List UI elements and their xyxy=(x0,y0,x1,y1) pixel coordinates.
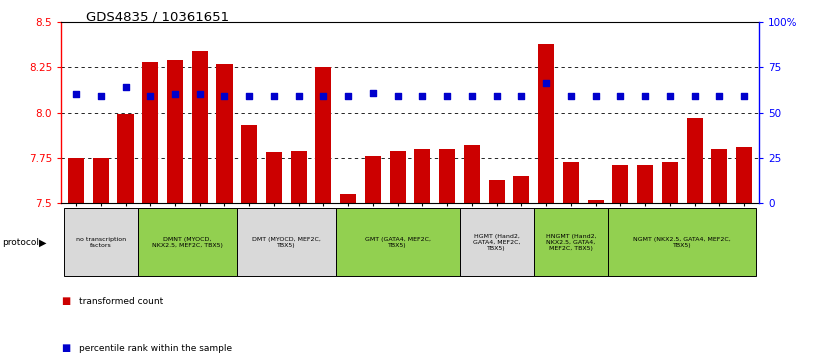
Point xyxy=(515,93,528,99)
Text: GMT (GATA4, MEF2C,
TBX5): GMT (GATA4, MEF2C, TBX5) xyxy=(365,237,431,248)
Point xyxy=(465,93,478,99)
Bar xyxy=(340,194,357,203)
Point xyxy=(738,93,751,99)
Bar xyxy=(290,151,307,203)
Point xyxy=(95,93,108,99)
Bar xyxy=(459,208,534,276)
Bar xyxy=(662,162,678,203)
Bar xyxy=(489,180,504,203)
Point xyxy=(268,93,281,99)
Bar xyxy=(336,208,459,276)
Point xyxy=(218,93,231,99)
Bar xyxy=(93,158,109,203)
Bar xyxy=(68,158,84,203)
Bar xyxy=(415,149,431,203)
Text: no transcription
factors: no transcription factors xyxy=(76,237,126,248)
Point xyxy=(292,93,305,99)
Text: transformed count: transformed count xyxy=(79,297,163,306)
Point xyxy=(391,93,404,99)
Point xyxy=(69,91,82,97)
Bar xyxy=(389,151,406,203)
Point xyxy=(317,93,330,99)
Point xyxy=(663,93,676,99)
Point xyxy=(539,81,552,86)
Text: protocol: protocol xyxy=(2,238,38,247)
Text: HGMT (Hand2,
GATA4, MEF2C,
TBX5): HGMT (Hand2, GATA4, MEF2C, TBX5) xyxy=(473,234,521,251)
Point xyxy=(416,93,429,99)
Bar xyxy=(588,200,604,203)
Point xyxy=(441,93,454,99)
Bar xyxy=(64,208,138,276)
Point xyxy=(490,93,503,99)
Point xyxy=(119,84,132,90)
Bar xyxy=(563,162,579,203)
Point xyxy=(565,93,578,99)
Bar xyxy=(192,51,208,203)
Point xyxy=(144,93,157,99)
Text: DMT (MYOCD, MEF2C,
TBX5): DMT (MYOCD, MEF2C, TBX5) xyxy=(252,237,321,248)
Bar xyxy=(365,156,381,203)
Bar xyxy=(237,208,336,276)
Text: percentile rank within the sample: percentile rank within the sample xyxy=(79,344,233,353)
Point xyxy=(712,93,725,99)
Point xyxy=(614,93,627,99)
Bar xyxy=(167,60,183,203)
Bar xyxy=(316,67,331,203)
Bar xyxy=(513,176,530,203)
Bar xyxy=(608,208,756,276)
Bar xyxy=(612,165,628,203)
Text: ■: ■ xyxy=(61,296,70,306)
Bar xyxy=(637,165,653,203)
Bar xyxy=(712,149,727,203)
Text: ▶: ▶ xyxy=(39,237,47,247)
Text: HNGMT (Hand2,
NKX2.5, GATA4,
MEF2C, TBX5): HNGMT (Hand2, NKX2.5, GATA4, MEF2C, TBX5… xyxy=(546,234,596,251)
Point xyxy=(242,93,255,99)
Bar xyxy=(266,152,282,203)
Bar xyxy=(463,145,480,203)
Point xyxy=(688,93,701,99)
Bar xyxy=(736,147,752,203)
Bar xyxy=(216,64,233,203)
Text: DMNT (MYOCD,
NKX2.5, MEF2C, TBX5): DMNT (MYOCD, NKX2.5, MEF2C, TBX5) xyxy=(152,237,223,248)
Bar xyxy=(686,118,703,203)
Text: ■: ■ xyxy=(61,343,70,354)
Bar xyxy=(242,125,257,203)
Point xyxy=(589,93,602,99)
Bar xyxy=(138,208,237,276)
Point xyxy=(639,93,652,99)
Text: GDS4835 / 10361651: GDS4835 / 10361651 xyxy=(86,11,228,24)
Bar xyxy=(538,44,554,203)
Point xyxy=(342,93,355,99)
Point xyxy=(168,91,181,97)
Text: NGMT (NKX2.5, GATA4, MEF2C,
TBX5): NGMT (NKX2.5, GATA4, MEF2C, TBX5) xyxy=(633,237,731,248)
Bar xyxy=(142,62,158,203)
Bar xyxy=(118,114,134,203)
Point xyxy=(366,90,379,95)
Point xyxy=(193,91,206,97)
Bar xyxy=(534,208,608,276)
Bar xyxy=(439,149,455,203)
